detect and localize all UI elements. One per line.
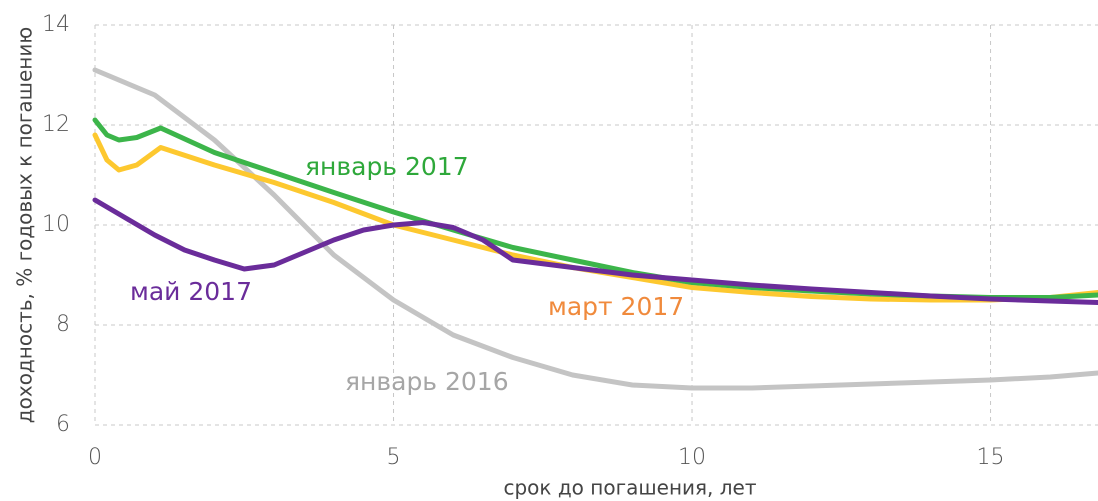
series-label: май 2017 xyxy=(130,277,252,306)
series-label: январь 2017 xyxy=(305,152,469,181)
series-label: март 2017 xyxy=(548,292,684,321)
series-label: январь 2016 xyxy=(345,367,509,396)
x-axis-title: срок до погашения, лет xyxy=(503,476,756,500)
x-tick-label: 15 xyxy=(977,445,1005,470)
series-line xyxy=(92,132,1098,303)
y-axis-title: доходность, % годовых к погашению xyxy=(13,27,37,423)
y-tick-label: 6 xyxy=(56,412,70,437)
x-tick-label: 5 xyxy=(387,445,401,470)
y-tick-label: 8 xyxy=(56,312,70,337)
x-tick-label: 0 xyxy=(88,445,102,470)
series-line xyxy=(92,67,1098,391)
y-tick-label: 12 xyxy=(42,112,70,137)
y-tick-label: 14 xyxy=(42,12,70,37)
x-tick-label: 10 xyxy=(678,445,706,470)
series-line xyxy=(92,197,1098,305)
y-tick-label: 10 xyxy=(42,212,70,237)
